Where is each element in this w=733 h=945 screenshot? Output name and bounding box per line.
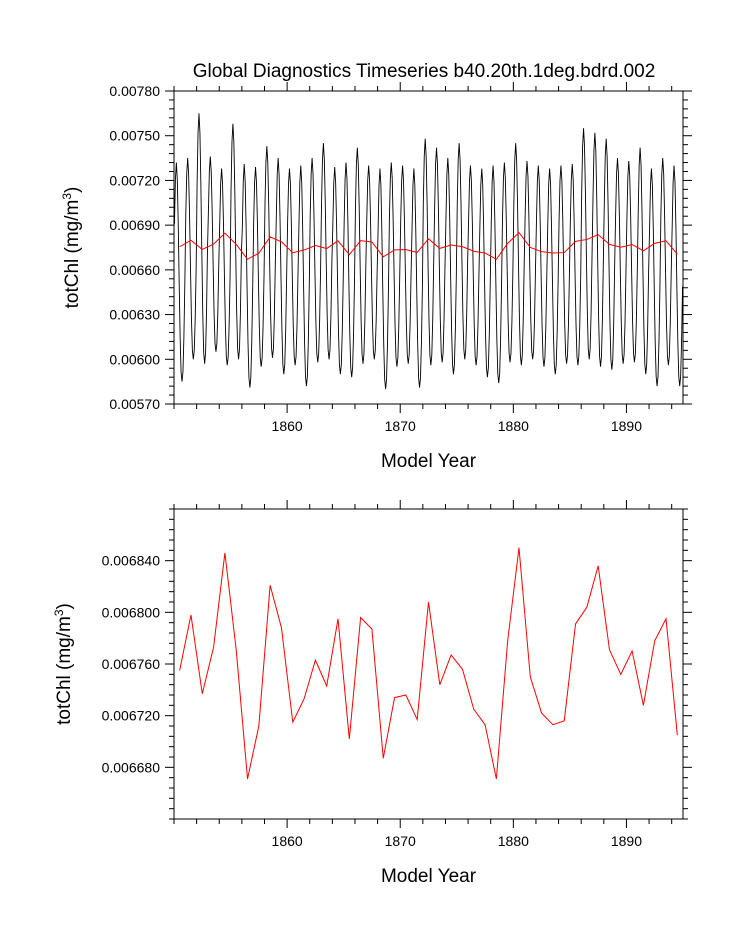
bottom-panel: 1860 1870 1880 1890 0.006680 0.006720 0.006760… bbox=[52, 500, 692, 887]
bottom-x-tick-label: 1860 bbox=[272, 833, 303, 849]
top-y-tick-label: 0.00630 bbox=[109, 307, 160, 323]
bottom-y-tick-label: 0.006720 bbox=[102, 708, 161, 724]
bottom-y-tick-label: 0.006800 bbox=[102, 604, 161, 620]
top-x-axis-label: Model Year bbox=[381, 451, 477, 472]
top-y-axis-label: totChl (mg/m3) bbox=[60, 187, 83, 309]
top-y-tick-label: 0.00720 bbox=[109, 172, 160, 188]
top-series-monthly-line bbox=[174, 113, 683, 390]
top-panel: 1860 1870 1880 1890 0.00570 0.00600 0.00630 0.0… bbox=[60, 82, 692, 472]
top-plot-frame bbox=[173, 90, 684, 405]
top-y-tick-label: 0.00780 bbox=[109, 83, 160, 99]
top-x-tick-label: 1860 bbox=[272, 418, 303, 434]
bottom-x-tick-label: 1870 bbox=[385, 833, 416, 849]
top-y-tick-label: 0.00660 bbox=[109, 262, 160, 278]
bottom-y-tick-label: 0.006840 bbox=[102, 553, 161, 569]
bottom-series-annual-mean-line bbox=[179, 547, 678, 780]
bottom-plot-frame bbox=[173, 508, 684, 820]
chart-title: Global Diagnostics Timeseries b40.20th.1… bbox=[193, 61, 656, 82]
top-y-tick-label: 0.00600 bbox=[109, 351, 160, 367]
top-y-tick-label: 0.00750 bbox=[109, 128, 160, 144]
top-x-tick-label: 1880 bbox=[498, 418, 529, 434]
top-y-tick-label: 0.00690 bbox=[109, 217, 160, 233]
bottom-y-axis-label: totChl (mg/m3) bbox=[52, 603, 75, 725]
top-y-tick-label: 0.00570 bbox=[109, 396, 160, 412]
bottom-y-tick-label: 0.006680 bbox=[102, 759, 161, 775]
top-x-tick-label: 1870 bbox=[385, 418, 416, 434]
bottom-y-tick-label: 0.006760 bbox=[102, 656, 161, 672]
bottom-x-tick-label: 1890 bbox=[611, 833, 642, 849]
top-x-tick-label: 1890 bbox=[611, 418, 642, 434]
bottom-x-axis-label: Model Year bbox=[381, 866, 477, 887]
bottom-x-tick-label: 1880 bbox=[498, 833, 529, 849]
top-series-annual-mean-line bbox=[179, 231, 678, 260]
